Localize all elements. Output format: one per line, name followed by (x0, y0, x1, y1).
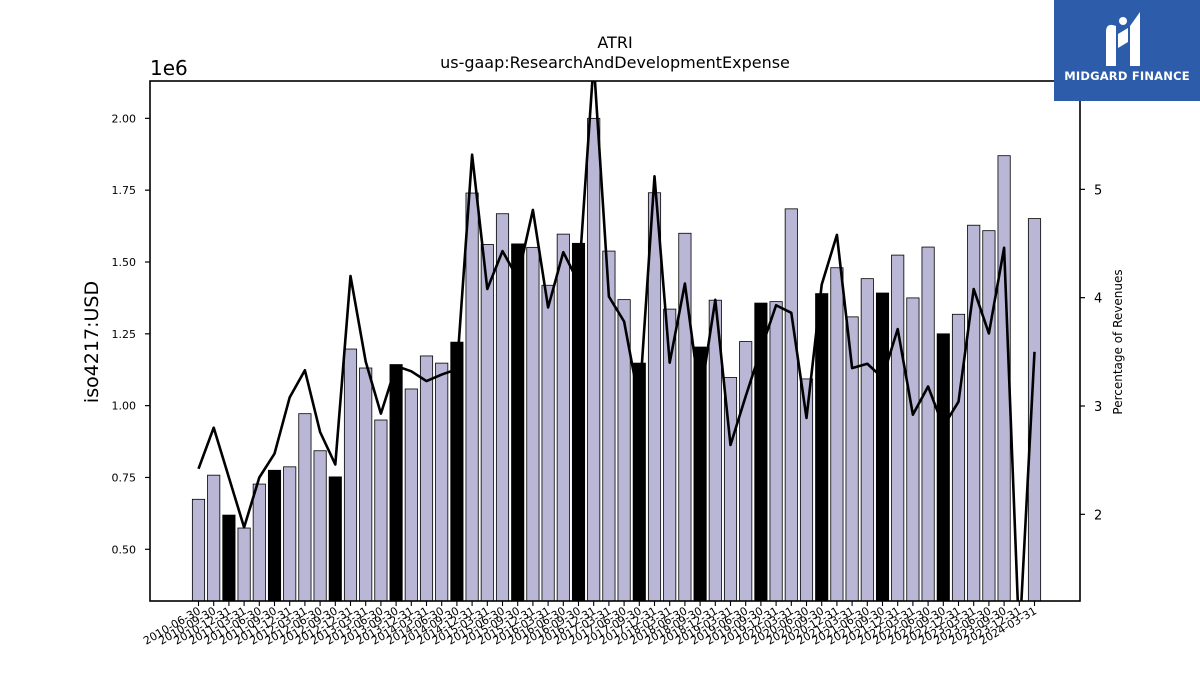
bar-annual (328, 476, 342, 601)
y-tick-label: 1.50 (112, 256, 137, 269)
bar-quarter (678, 232, 692, 601)
bar-quarter (951, 313, 966, 601)
bar-quarter (617, 299, 631, 601)
bar-annual (389, 364, 403, 601)
bar-quarter (435, 362, 449, 601)
bar-annual (754, 302, 768, 601)
y-tick-label: 0.75 (112, 471, 137, 484)
bar-quarter (845, 316, 859, 601)
bar-annual (450, 341, 464, 601)
bar-quarter (480, 244, 494, 601)
brand-name: MIDGARD FINANCE (1064, 69, 1190, 83)
bar-quarter (283, 466, 297, 601)
bar-quarter (769, 301, 783, 601)
y2-tick-label: 3 (1094, 400, 1102, 415)
plot-frame (149, 80, 1081, 602)
bar-quarter (404, 388, 418, 601)
y2-tick-label: 4 (1094, 292, 1102, 307)
chart-title: ATRI (597, 33, 632, 52)
y-axis-label: iso4217:USD (81, 281, 103, 403)
bar-quarter (313, 450, 327, 601)
bar-quarter (799, 378, 814, 601)
bar-quarter (495, 213, 510, 601)
bar-quarter (359, 367, 373, 601)
bar-quarter (419, 355, 434, 601)
bar-quarter (967, 224, 981, 601)
percentage-line (197, 81, 1036, 601)
y2-tick-label: 2 (1094, 508, 1102, 523)
y-axis-exponent: 1e6 (150, 56, 188, 80)
bar-annual (936, 333, 950, 601)
bar-quarter (784, 208, 798, 601)
bar-quarter (343, 348, 358, 601)
bar-quarter (830, 267, 844, 601)
brand-logo: MIDGARD FINANCE (1054, 0, 1200, 101)
chart-subtitle: us-gaap:ResearchAndDevelopmentExpense (440, 53, 790, 72)
bar-quarter (298, 413, 312, 601)
y-tick-label: 1.00 (112, 400, 137, 413)
bar-quarter (374, 419, 388, 601)
bar-quarter (237, 527, 251, 601)
bar-quarter (207, 474, 221, 601)
midgard-logo-icon (1106, 12, 1140, 66)
axes-layer: 0.500.751.001.251.501.752.0023452010-06-… (112, 80, 1102, 648)
bar-annual (815, 293, 829, 601)
bar-quarter (982, 230, 996, 601)
y2-axis-label: Percentage of Revenues (1111, 269, 1125, 414)
y-tick-label: 0.50 (112, 543, 137, 556)
bar-annual (267, 469, 282, 601)
bar-quarter (191, 498, 206, 601)
bar-quarter (602, 250, 616, 601)
bar-annual (693, 346, 707, 601)
y-tick-label: 1.25 (112, 328, 137, 341)
bar-annual (875, 292, 890, 601)
line-layer (197, 81, 1036, 601)
bar-quarter (921, 246, 935, 601)
bar-quarter (1027, 218, 1042, 601)
y-tick-label: 1.75 (112, 184, 137, 197)
y2-tick-label: 5 (1094, 183, 1102, 198)
bar-quarter (526, 246, 540, 601)
y-tick-label: 2.00 (112, 112, 137, 125)
bar-quarter (891, 254, 905, 601)
bar-annual (571, 242, 586, 601)
bar-quarter (556, 233, 570, 601)
bar-quarter (252, 483, 266, 601)
bar-quarter (663, 308, 677, 601)
bar-quarter (587, 117, 601, 601)
bar-quarter (860, 278, 874, 601)
bar-annual (511, 243, 525, 601)
bar-annual (222, 514, 236, 601)
bar-quarter (906, 297, 920, 601)
bar-quarter (465, 192, 479, 601)
bar-quarter (541, 284, 555, 601)
bars-layer (191, 117, 1042, 601)
bar-annual (632, 362, 646, 601)
